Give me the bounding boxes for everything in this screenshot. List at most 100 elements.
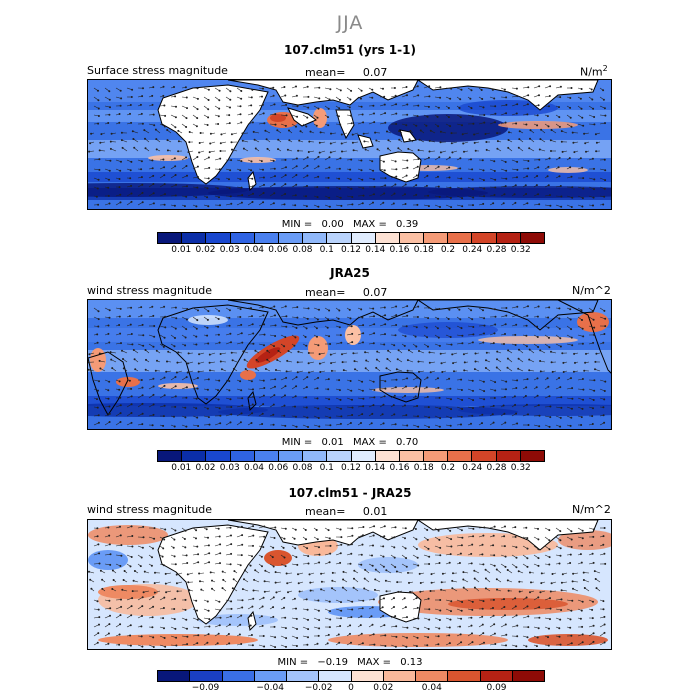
wind-vector-head <box>272 413 275 416</box>
wind-vector-head <box>548 618 551 621</box>
wind-vector-head <box>219 352 222 355</box>
wind-vector-head <box>188 589 191 592</box>
wind-vector-head <box>383 192 386 195</box>
wind-vector-head <box>243 569 246 572</box>
colorbar-label: −0.02 <box>304 683 333 693</box>
wind-vector-head <box>349 98 352 101</box>
wind-vector-head <box>174 126 177 129</box>
wind-vector-head <box>101 578 104 581</box>
colorbar-swatch <box>512 671 544 681</box>
wind-vector-head <box>603 631 606 634</box>
wind-vector-head <box>306 85 309 88</box>
wind-vector-head <box>404 527 407 530</box>
wind-vector-head <box>128 379 131 382</box>
wind-vector-head <box>284 336 287 339</box>
wind-vector-head <box>173 86 176 89</box>
wind-vector-head <box>97 99 100 102</box>
wind-vector-head <box>250 614 253 617</box>
wind-vector-head <box>132 579 135 582</box>
wind-vector-head <box>503 525 506 528</box>
wind-vector-head <box>506 366 509 369</box>
wind-vector-head <box>185 386 188 389</box>
wind-vector-head <box>207 156 210 159</box>
wind-vector-head <box>107 389 110 392</box>
wind-vector-head <box>339 561 342 564</box>
wind-vector-head <box>263 535 266 538</box>
wind-vector-head <box>549 350 552 353</box>
wind-vector-head <box>307 351 310 354</box>
wind-vector-head <box>205 398 208 401</box>
wind-vector-head <box>450 206 453 209</box>
panel2-map-svg <box>88 300 611 429</box>
wind-vector-head <box>482 380 485 383</box>
wind-vector-head <box>603 309 606 312</box>
wind-vector-head <box>405 414 408 417</box>
wind-vector-head <box>372 104 375 107</box>
wind-vector-head <box>405 86 408 89</box>
wind-vector-head <box>561 352 564 355</box>
wind-vector-head <box>483 187 486 190</box>
wind-vector-head <box>604 114 607 117</box>
colorbar-swatch <box>222 671 255 681</box>
panel2-max-label: MAX = <box>352 437 387 448</box>
wind-vector-head <box>134 368 137 371</box>
wind-vector-head <box>428 562 431 565</box>
wind-vector-head <box>463 369 466 372</box>
wind-vector-head <box>592 535 595 538</box>
wind-vector-head <box>481 97 484 100</box>
wind-vector-head <box>592 528 595 531</box>
wind-vector-head <box>438 308 441 311</box>
wind-vector-head <box>230 133 233 136</box>
wind-vector-head <box>449 618 452 621</box>
wind-vector-head <box>439 609 442 612</box>
wind-vector-head <box>340 341 343 344</box>
wind-vector-head <box>426 529 429 532</box>
wind-vector-head <box>382 565 385 568</box>
wind-vector-head <box>559 345 562 348</box>
wind-vector-head <box>364 351 367 354</box>
wind-vector-head <box>491 607 494 610</box>
wind-vector-head <box>580 416 583 419</box>
wind-vector-head <box>539 349 542 352</box>
wind-vector-head <box>252 544 255 547</box>
wind-vector-head <box>98 562 101 565</box>
wind-vector-head <box>559 425 562 428</box>
wind-vector-head <box>163 596 166 599</box>
wind-vector-head <box>294 194 297 197</box>
wind-vector-head <box>164 326 167 329</box>
wind-vector-head <box>581 327 584 330</box>
wind-vector-head <box>318 308 321 311</box>
wind-vector-head <box>481 615 484 618</box>
wind-vector-head <box>415 385 418 388</box>
wind-vector-head <box>493 564 496 567</box>
wind-vector-head <box>482 106 485 109</box>
wind-vector-head <box>228 623 231 626</box>
wind-vector-head <box>361 534 364 537</box>
wind-vector-head <box>240 90 243 93</box>
wind-vector-head <box>526 537 529 540</box>
wind-vector-head <box>460 389 463 392</box>
wind-vector-head <box>206 600 209 603</box>
wind-vector-head <box>362 132 365 135</box>
wind-vector-head <box>582 578 585 581</box>
wind-vector-head <box>538 606 541 609</box>
wind-vector-head <box>163 376 166 379</box>
wind-vector-head <box>96 187 99 190</box>
wind-vector-head <box>482 405 485 408</box>
wind-vector-head <box>482 534 485 537</box>
wind-vector-head <box>546 377 549 380</box>
colorbar-label: 0.32 <box>510 245 531 255</box>
wind-vector-head <box>329 552 332 555</box>
wind-vector-head <box>404 385 407 388</box>
wind-vector-head <box>273 625 276 628</box>
wind-vector-head <box>108 309 111 312</box>
wind-vector-head <box>172 546 175 549</box>
wind-vector-head <box>496 132 499 135</box>
wind-vector-head <box>372 112 375 115</box>
wind-vector-head <box>603 552 606 555</box>
wind-vector-head <box>362 194 365 197</box>
wind-vector-head <box>227 633 230 636</box>
wind-vector-head <box>372 178 375 181</box>
wind-vector-head <box>351 406 354 409</box>
wind-vector-head <box>571 587 574 590</box>
